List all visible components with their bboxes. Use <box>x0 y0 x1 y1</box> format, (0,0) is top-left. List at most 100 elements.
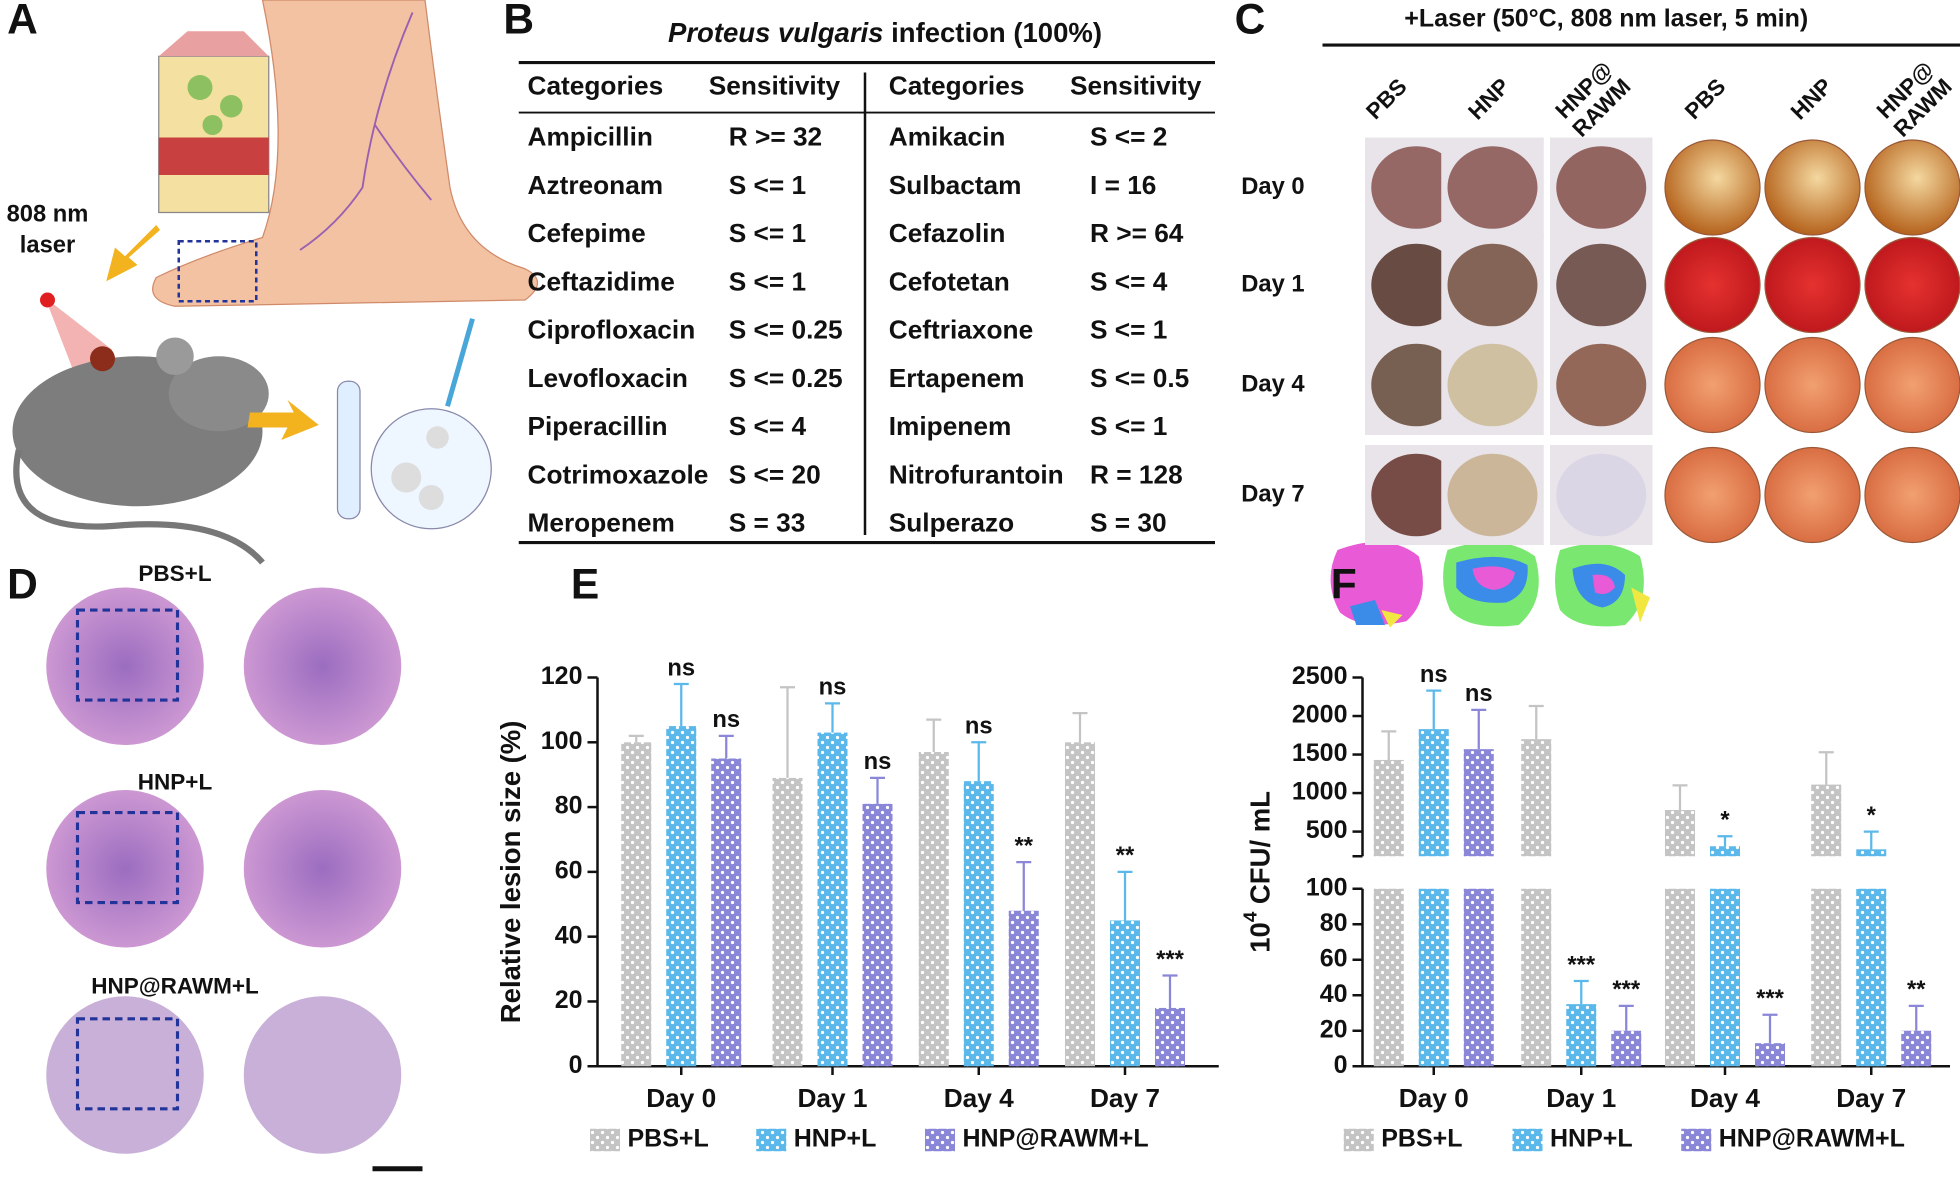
column-label: HNP@RAWM <box>1550 56 1636 142</box>
error-bar <box>1762 1013 1778 1044</box>
y-tick-label: 80 <box>555 792 583 820</box>
wound <box>1556 343 1647 427</box>
significance-label: ns <box>667 654 695 681</box>
bar <box>1856 888 1887 1067</box>
legend-label: HNP+L <box>794 1125 877 1153</box>
error-bar <box>1381 730 1397 760</box>
error-bar <box>1573 979 1589 1005</box>
legend-label: HNP@RAWM+L <box>963 1125 1149 1153</box>
bar <box>1155 1007 1185 1067</box>
bar <box>918 752 949 1067</box>
significance-label: *** <box>1567 951 1595 978</box>
error-bar <box>1672 784 1688 811</box>
bar <box>1665 810 1695 857</box>
zoom-box <box>75 608 180 702</box>
table-cell: Sulperazo <box>889 508 1014 538</box>
error-bar <box>628 734 644 743</box>
x-tick-label: Day 7 <box>1090 1083 1160 1113</box>
table-cell: Cefotetan <box>889 266 1010 296</box>
error-bar <box>1818 751 1834 785</box>
wound <box>1371 343 1462 427</box>
error-bar <box>673 682 689 727</box>
legend-label: HNP@RAWM+L <box>1719 1125 1905 1153</box>
histology-image <box>243 790 402 948</box>
error-bar <box>1016 861 1032 911</box>
bar <box>1110 920 1140 1067</box>
y-tick-label: 0 <box>569 1051 583 1079</box>
laser-label: laser <box>20 232 75 259</box>
table-cell: S <= 1 <box>729 170 806 200</box>
wound <box>1447 453 1538 537</box>
table-cell: R = 128 <box>1090 459 1183 489</box>
significance-label: ns <box>712 706 740 733</box>
plate-photo <box>1864 446 1960 544</box>
table-header: Sensitivity <box>709 70 841 100</box>
panel-c-title: +Laser (50°C, 808 nm laser, 5 min) <box>1404 5 1808 33</box>
table-cell: S <= 1 <box>729 218 806 248</box>
bar <box>1521 739 1552 857</box>
significance-label: *** <box>1612 976 1640 1003</box>
plate-photo <box>1764 336 1861 434</box>
y-tick-label: 60 <box>555 856 583 884</box>
error-bar <box>1471 708 1487 750</box>
error-bar <box>971 741 987 782</box>
table-cell: S <= 2 <box>1090 122 1167 152</box>
panel-label: B <box>503 0 534 44</box>
legend-swatch <box>925 1128 955 1152</box>
wound <box>1371 146 1462 229</box>
bar <box>1463 888 1494 1067</box>
significance-label: * <box>1867 802 1877 829</box>
bar <box>1710 846 1740 857</box>
error-bar <box>1117 870 1133 921</box>
panel-label: F <box>1331 562 1357 609</box>
y-label-base: 10 <box>1245 922 1276 953</box>
bar <box>1665 888 1695 1067</box>
significance-label: * <box>1720 806 1730 833</box>
significance-label: ns <box>1420 661 1448 688</box>
row-label: Day 1 <box>1241 270 1304 297</box>
bar <box>1811 888 1842 1067</box>
illustration-a <box>12 0 539 565</box>
x-tick-label: Day 1 <box>797 1083 867 1113</box>
plate-photo <box>1864 336 1960 434</box>
y-tick-label: 1000 <box>1292 778 1348 806</box>
bar <box>1008 910 1039 1067</box>
wound <box>1371 453 1462 537</box>
table-header: Sensitivity <box>1070 70 1202 100</box>
error-bar <box>825 702 841 733</box>
error-bar <box>926 718 942 753</box>
panel-label: A <box>7 0 38 44</box>
significance-label: *** <box>1756 985 1784 1012</box>
error-bar <box>870 776 886 804</box>
column-label: HNP <box>1463 73 1514 124</box>
table-cell: Amikacin <box>889 122 1006 152</box>
bar <box>963 781 994 1067</box>
legend-label: PBS+L <box>1381 1125 1462 1153</box>
table-cell: Ceftazidime <box>528 266 675 296</box>
significance-label: ns <box>1465 680 1493 707</box>
column-label-line: HNP <box>1786 73 1837 124</box>
y-tick-label: 80 <box>1320 909 1348 937</box>
column-label-line: HNP <box>1463 73 1514 124</box>
plate-photo <box>1664 236 1761 334</box>
table-cell: S <= 1 <box>729 266 806 296</box>
legend-swatch <box>756 1128 787 1152</box>
table-cell: Ampicillin <box>528 122 653 152</box>
x-tick-label: Day 0 <box>1399 1083 1469 1113</box>
y-tick-label: 40 <box>555 921 583 949</box>
error-bar <box>1863 830 1879 850</box>
significance-label: *** <box>1156 946 1184 973</box>
bar <box>1463 749 1494 857</box>
column-label: HNP <box>1786 73 1837 124</box>
table-cell: S <= 0.25 <box>729 315 843 345</box>
table-cell: Ertapenem <box>889 363 1025 393</box>
plate-photo <box>1864 236 1960 334</box>
zoom-box <box>75 1017 180 1111</box>
table-cell: I = 16 <box>1090 170 1156 200</box>
bar <box>1065 742 1095 1067</box>
table-cell: S <= 1 <box>1090 411 1167 441</box>
wound <box>1556 453 1647 537</box>
column-label: PBS <box>1361 74 1411 124</box>
error-bar <box>1162 974 1178 1008</box>
laser-label: 808 nm <box>7 200 89 227</box>
